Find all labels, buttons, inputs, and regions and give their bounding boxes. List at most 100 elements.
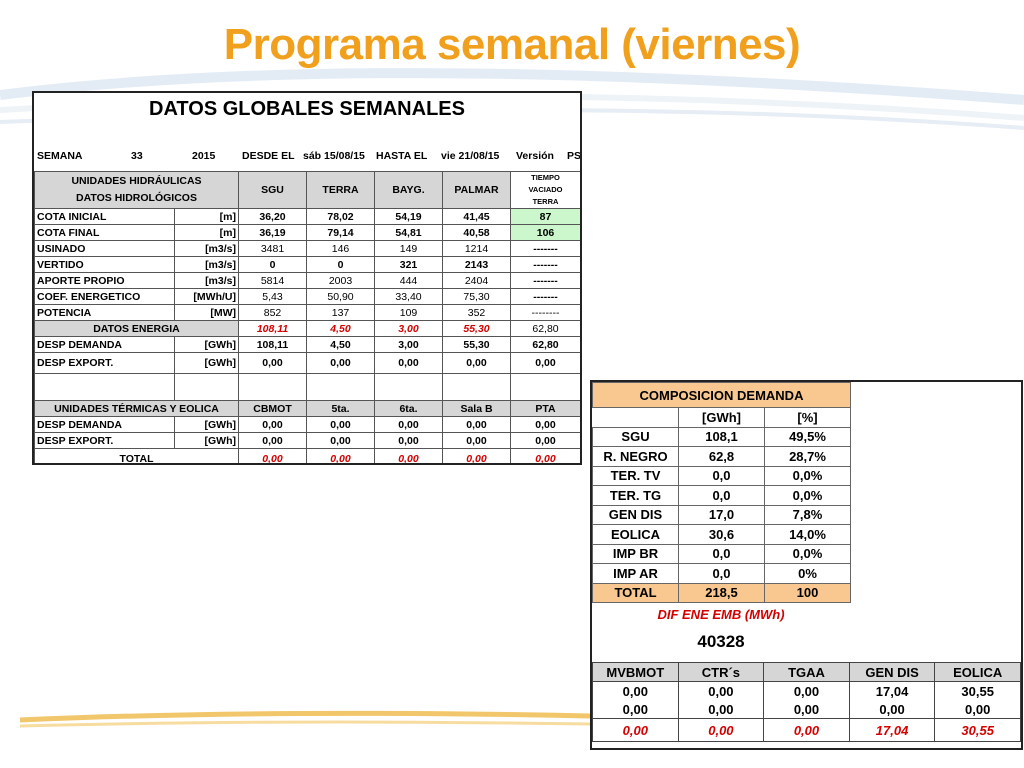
hydro-row: USINADO [m3/s] 3481 146 149 1214 ------- bbox=[34, 240, 580, 257]
total-value: 0,00 bbox=[677, 718, 765, 742]
cell: 41,45 bbox=[442, 208, 511, 225]
hydro-header-2: DATOS HIDROLÓGICOS bbox=[76, 192, 197, 204]
dif-ene-label: DIF ENE EMB (MWh) bbox=[657, 607, 785, 622]
col-header: TERRA bbox=[306, 171, 375, 209]
cell: 36,20 bbox=[238, 208, 307, 225]
cell: 33,40 bbox=[374, 288, 443, 305]
hydro-row: COTA FINAL [m] 36,19 79,14 54,81 40,58 106 bbox=[34, 224, 580, 241]
cell: 5814 bbox=[238, 272, 307, 289]
tiempo-cell: ------- bbox=[510, 256, 580, 273]
panel-title: DATOS GLOBALES SEMANALES bbox=[149, 98, 465, 120]
cell: 109 bbox=[374, 304, 443, 321]
gwh-cell: 0,0 bbox=[678, 563, 765, 584]
cell: 0,00 bbox=[374, 416, 443, 433]
row-label: USINADO bbox=[34, 240, 175, 257]
hydro-row: APORTE PROPIO [m3/s] 5814 2003 444 2404 ------… bbox=[34, 272, 580, 289]
gwh-cell: 0,0 bbox=[678, 485, 765, 506]
composicion-row: GEN DIS 17,0 7,8% bbox=[592, 504, 851, 525]
energia-value: 108,11 bbox=[238, 320, 307, 337]
cell: 0,00 bbox=[238, 352, 307, 374]
row-label: TER. TV bbox=[592, 465, 679, 486]
pct-cell: 49,5% bbox=[764, 426, 851, 447]
energia-label: DATOS ENERGIA bbox=[34, 320, 239, 337]
termicas-header: UNIDADES TÉRMICAS Y EOLICA bbox=[34, 400, 239, 417]
pct-cell: 0% bbox=[764, 563, 851, 584]
cell: 852 bbox=[238, 304, 307, 321]
col-header: [GWh] bbox=[678, 407, 765, 428]
row-unit: [m] bbox=[174, 208, 239, 225]
gwh-cell: 0,0 bbox=[678, 465, 765, 486]
cell: 55,30 bbox=[442, 336, 511, 353]
cell: 352 bbox=[442, 304, 511, 321]
cell: 0,00 bbox=[238, 416, 307, 433]
hydro-header-1: UNIDADES HIDRÁULICAS bbox=[71, 175, 202, 187]
total-value: 0,00 bbox=[763, 718, 850, 742]
cell: 0 bbox=[238, 256, 307, 273]
desde-label: DESDE EL bbox=[242, 150, 295, 162]
col-header: GEN DIS bbox=[848, 662, 936, 682]
col-header: EOLICA bbox=[934, 662, 1021, 682]
gwh-cell: 0,0 bbox=[678, 543, 765, 564]
total-gwh: 218,5 bbox=[678, 582, 765, 603]
cell: 137 bbox=[306, 304, 375, 321]
cell: 0,00 bbox=[306, 432, 375, 449]
col-header: TGAA bbox=[763, 662, 850, 682]
empty-cell bbox=[592, 407, 679, 428]
hydro-row: VERTIDO [m3/s] 0 0 321 2143 ------- bbox=[34, 256, 580, 273]
gwh-cell: 30,6 bbox=[678, 524, 765, 545]
row-label: DESP EXPORT. bbox=[34, 432, 175, 449]
row-unit: [m3/s] bbox=[174, 256, 239, 273]
composicion-header-row: [GWh] [%] bbox=[592, 407, 851, 428]
semana-info-row: SEMANA 33 2015 DESDE EL sáb 15/08/15 HAS… bbox=[34, 126, 580, 171]
composicion-total-row: TOTAL 218,5 100 bbox=[592, 582, 851, 603]
cell: 0,00 bbox=[510, 352, 580, 374]
col-header: PTA bbox=[510, 400, 580, 417]
col-header: CBMOT bbox=[238, 400, 307, 417]
gwh-cell: 17,0 bbox=[678, 504, 765, 525]
gwh-cell: 62,8 bbox=[678, 446, 765, 467]
cell: 54,81 bbox=[374, 224, 443, 241]
composicion-row: IMP BR 0,0 0,0% bbox=[592, 543, 851, 564]
cell: 0 bbox=[306, 256, 375, 273]
cell: 3481 bbox=[238, 240, 307, 257]
energia-value: 62,80 bbox=[510, 320, 580, 337]
cell: 0,00 bbox=[677, 700, 765, 719]
row-label: DESP DEMANDA bbox=[34, 336, 175, 353]
cell: 0,00 bbox=[510, 432, 580, 449]
cell: 62,80 bbox=[510, 336, 580, 353]
hydro-row: COTA INICIAL [m] 36,20 78,02 54,19 41,45 87 bbox=[34, 208, 580, 225]
pct-cell: 0,0% bbox=[764, 465, 851, 486]
hydro-row: POTENCIA [MW] 852 137 109 352 -------- bbox=[34, 304, 580, 321]
row-label: COTA FINAL bbox=[34, 224, 175, 241]
hydro-row: COEF. ENERGETICO [MWh/U] 5,43 50,90 33,40 75,… bbox=[34, 288, 580, 305]
hydro-rows: COTA INICIAL [m] 36,20 78,02 54,19 41,45 87 COT… bbox=[34, 208, 580, 321]
row-label: DESP DEMANDA bbox=[34, 416, 175, 433]
cell: 0,00 bbox=[238, 432, 307, 449]
composicion-row: R. NEGRO 62,8 28,7% bbox=[592, 446, 851, 467]
col-header: MVBMOT bbox=[592, 662, 679, 682]
cell: 0,00 bbox=[374, 432, 443, 449]
composicion-table: COMPOSICION DEMANDA [GWh] [%] SGU 108,1 49… bbox=[592, 382, 851, 603]
cell: 444 bbox=[374, 272, 443, 289]
cell: 2143 bbox=[442, 256, 511, 273]
row-label: IMP BR bbox=[592, 543, 679, 564]
version-value: PS bbox=[567, 150, 582, 162]
tiempo-cell: 106 bbox=[510, 224, 580, 241]
row-unit: [GWh] bbox=[174, 416, 239, 433]
total-label: TOTAL bbox=[592, 582, 679, 603]
composicion-rows: SGU 108,1 49,5% R. NEGRO 62,8 28,7% TER. TV 0,0… bbox=[592, 426, 851, 584]
page-title: Programa semanal (viernes) bbox=[223, 20, 801, 69]
tiempo-line: TIEMPO bbox=[531, 173, 560, 182]
col-header: 6ta. bbox=[374, 400, 443, 417]
cell: 0,00 bbox=[306, 352, 375, 374]
row-label: COTA INICIAL bbox=[34, 208, 175, 225]
tiempo-cell: ------- bbox=[510, 272, 580, 289]
total-pct: 100 bbox=[764, 582, 851, 603]
energia-value: 4,50 bbox=[306, 320, 375, 337]
row-label: POTENCIA bbox=[34, 304, 175, 321]
composicion-demanda-panel: COMPOSICION DEMANDA [GWh] [%] SGU 108,1 49… bbox=[590, 380, 1023, 750]
cell: 1214 bbox=[442, 240, 511, 257]
hydro-header-row: UNIDADES HIDRÁULICAS DATOS HIDROLÓGICOS … bbox=[34, 171, 580, 209]
cell: 4,50 bbox=[306, 336, 375, 353]
cell: 0,00 bbox=[442, 432, 511, 449]
